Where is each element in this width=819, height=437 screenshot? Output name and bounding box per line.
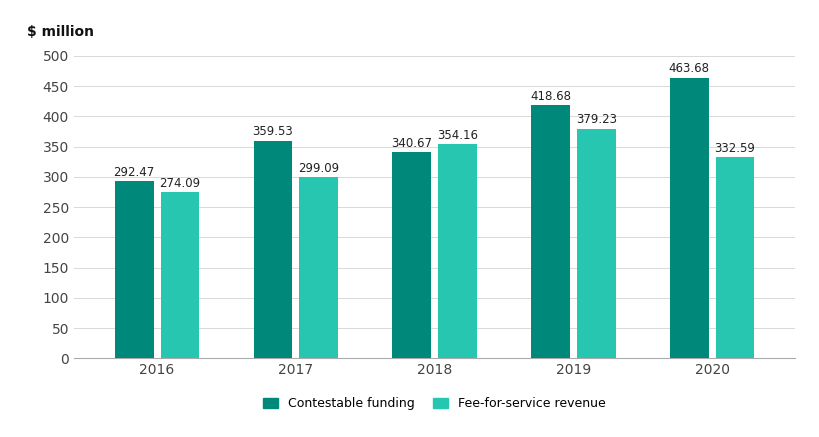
Text: 332.59: 332.59 xyxy=(713,142,754,155)
Bar xyxy=(299,177,337,358)
Bar xyxy=(576,129,615,358)
Text: 354.16: 354.16 xyxy=(437,128,477,142)
Text: 463.68: 463.68 xyxy=(668,62,709,75)
Bar xyxy=(531,105,569,358)
Text: $ million: $ million xyxy=(27,25,94,39)
Bar xyxy=(115,181,153,358)
Text: 299.09: 299.09 xyxy=(298,162,339,175)
Bar xyxy=(391,152,431,358)
Bar xyxy=(669,78,708,358)
Bar xyxy=(437,144,477,358)
Bar xyxy=(715,157,753,358)
Text: 274.09: 274.09 xyxy=(159,177,201,190)
Text: 359.53: 359.53 xyxy=(252,125,293,139)
Text: 340.67: 340.67 xyxy=(391,137,432,150)
Text: 418.68: 418.68 xyxy=(529,90,570,103)
Bar xyxy=(161,192,199,358)
Text: 379.23: 379.23 xyxy=(575,114,616,126)
Legend: Contestable funding, Fee-for-service revenue: Contestable funding, Fee-for-service rev… xyxy=(258,392,610,415)
Text: 292.47: 292.47 xyxy=(113,166,155,179)
Bar xyxy=(253,141,292,358)
